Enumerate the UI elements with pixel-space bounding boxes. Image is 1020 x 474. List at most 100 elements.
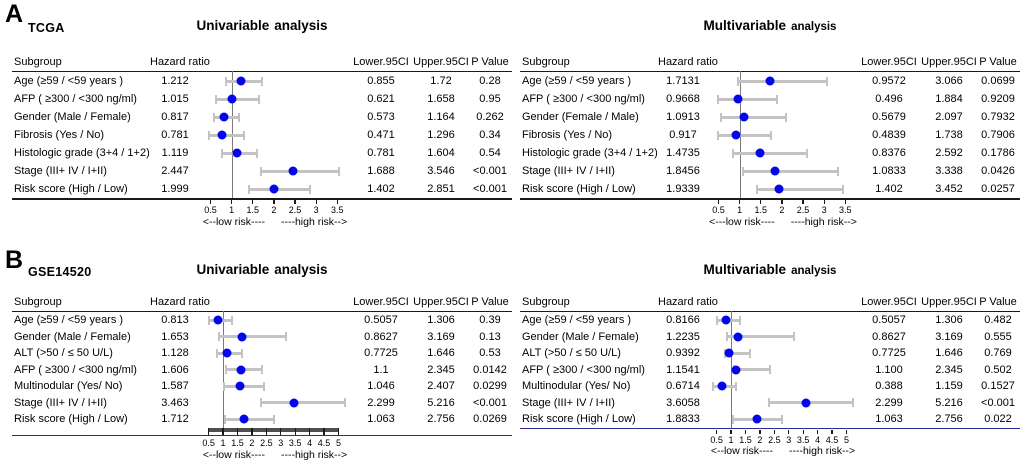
reference-line — [223, 393, 225, 412]
subgroup-cell: Risk score (High / Low) — [14, 183, 128, 195]
column-header-hazard-ratio: Hazard ratio — [150, 296, 210, 308]
subgroup-cell: AFP ( ≥300 / <300 ng/ml) — [522, 93, 645, 105]
axis-tick-label: 2 — [249, 437, 255, 448]
axis-tick — [294, 200, 296, 204]
axis-tick — [265, 427, 267, 435]
column-header-pvalue: P Value — [979, 296, 1017, 308]
hazard-ratio-cell: 1.8456 — [666, 165, 700, 177]
ci-cap-lower — [717, 94, 720, 104]
forest-row: Age (≥59 / <59 years ) 0.813 0.5057 1.306 0.… — [12, 311, 512, 330]
ci-cap-upper — [260, 365, 263, 375]
axis-tick — [251, 427, 253, 435]
ci-cap-lower — [221, 148, 224, 158]
ci-cap-lower — [223, 381, 226, 391]
reference-line — [739, 179, 742, 199]
axis-tick — [744, 429, 747, 434]
table-header: Subgroup Hazard ratio Lower.95CI Upper.9… — [12, 56, 512, 72]
axis-tick-label: 2.5 — [768, 434, 781, 445]
axis-tick-label: 1.5 — [246, 205, 260, 215]
ci-whisker — [727, 335, 794, 339]
lower-ci-cell: 0.5057 — [872, 314, 906, 327]
axis-tick — [252, 200, 254, 204]
section-a-label: A — [5, 0, 24, 28]
ci-cap-upper — [343, 398, 346, 408]
upper-ci-cell: 1.738 — [935, 129, 963, 141]
pvalue-cell: 0.482 — [984, 314, 1012, 327]
lower-ci-cell: 0.5679 — [872, 111, 906, 123]
hazard-ratio-cell: 1.653 — [161, 330, 189, 343]
ci-cap-upper — [768, 365, 771, 375]
upper-ci-cell: 3.066 — [935, 75, 963, 87]
forest-row: Gender (Male / Female) 0.817 0.573 1.164 0.2… — [12, 107, 512, 127]
lower-ci-cell: 0.573 — [367, 111, 395, 123]
pvalue-cell: 0.13 — [479, 330, 501, 343]
ci-cap-lower — [208, 130, 211, 140]
ci-cap-upper — [272, 414, 275, 424]
ci-whisker — [224, 417, 274, 421]
ci-cap-upper — [258, 94, 261, 104]
lower-ci-cell: 0.621 — [367, 93, 395, 105]
ci-cap-lower — [247, 184, 250, 194]
ci-cap-upper — [738, 315, 741, 325]
axis-tick-label: 0.5 — [712, 205, 725, 215]
axis-tick — [717, 200, 720, 204]
forest-row: Risk score (High / Low) 1.999 1.402 2.851 <0… — [12, 179, 512, 199]
hazard-ratio-cell: 1.999 — [161, 183, 189, 195]
forest-plot-cell — [200, 107, 350, 127]
axis-tick — [781, 200, 783, 204]
reference-line — [223, 410, 225, 429]
lower-ci-cell: 0.5057 — [364, 314, 398, 327]
ci-cap-lower — [755, 184, 758, 194]
ci-cap-lower — [736, 76, 739, 86]
upper-ci-cell: 1.159 — [935, 380, 963, 393]
axis-tick-label: 5 — [335, 437, 341, 448]
forest-row: Risk score (High / Low) 1.712 1.063 2.756 0.… — [12, 410, 512, 429]
axis-tick-label: 4.5 — [825, 434, 839, 445]
pvalue-cell: 0.95 — [479, 93, 501, 105]
lower-ci-cell: 0.496 — [875, 93, 903, 105]
forest-plot-cell — [200, 393, 350, 412]
axis-tick-label: 1.5 — [231, 437, 244, 448]
lower-ci-cell: 1.402 — [875, 183, 903, 195]
axis-tick-label: 3 — [821, 205, 827, 215]
hazard-ratio-dot — [724, 348, 734, 358]
column-header-subgroup: Subgroup — [522, 296, 570, 308]
forest-rows: Age (≥59 / <59 years ) 0.813 0.5057 1.306 0.… — [12, 311, 512, 429]
risk-direction-caption: <--low risk---- ----high risk--> — [170, 449, 380, 461]
axis-tick-label: 2.5 — [260, 437, 273, 448]
axis-tick-label: 3.5 — [839, 205, 852, 215]
column-header-lower-ci: Lower.95CI — [861, 56, 917, 68]
hazard-ratio-dot — [801, 398, 811, 408]
table-header: Subgroup Hazard ratio Lower.95CI Upper.9… — [520, 296, 1020, 312]
ci-cap-upper — [785, 112, 788, 122]
panel-title: Univariable analysis — [12, 16, 512, 33]
upper-ci-cell: 2.407 — [427, 380, 455, 393]
hazard-ratio-dot — [731, 130, 741, 140]
hazard-ratio-dot — [721, 315, 731, 325]
forest-plot-cell — [708, 344, 858, 363]
forest-row: AFP ( ≥300 / <300 ng/ml) 1.606 1.1 2.345 0.0… — [12, 360, 512, 379]
upper-ci-cell: 2.851 — [427, 183, 455, 195]
forest-plot-cell — [708, 410, 858, 429]
lower-ci-cell: 2.299 — [367, 396, 395, 409]
ci-cap-lower — [767, 398, 770, 408]
dataset-label: TCGA — [28, 21, 65, 35]
pvalue-cell: 0.7906 — [981, 129, 1015, 141]
high-risk-label: ----high risk--> — [790, 215, 857, 228]
subgroup-cell: AFP ( ≥300 / <300 ng/ml) — [522, 363, 645, 376]
pvalue-cell: 0.0699 — [981, 75, 1015, 87]
subgroup-cell: Stage (III+ IV / I+II) — [14, 396, 107, 409]
column-header-pvalue: P Value — [979, 56, 1017, 68]
hazard-ratio-cell: 1.587 — [161, 380, 189, 393]
axis-tick — [802, 200, 804, 204]
subgroup-cell: Age (≥59 / <59 years ) — [522, 75, 632, 87]
ci-whisker — [732, 151, 807, 155]
forest-row: Multinodular (Yes/ No) 0.6714 0.388 1.159 0.… — [520, 377, 1020, 396]
hazard-ratio-dot — [733, 94, 743, 104]
forest-plot-cell — [200, 311, 350, 330]
subgroup-cell: ALT (>50 / ≤ 50 U/L) — [14, 347, 113, 360]
axis-tick — [823, 200, 825, 204]
subgroup-cell: Stage (III+ IV / I+II) — [522, 165, 615, 177]
ci-whisker — [219, 335, 286, 339]
axis-tick-label: 2 — [779, 205, 785, 215]
